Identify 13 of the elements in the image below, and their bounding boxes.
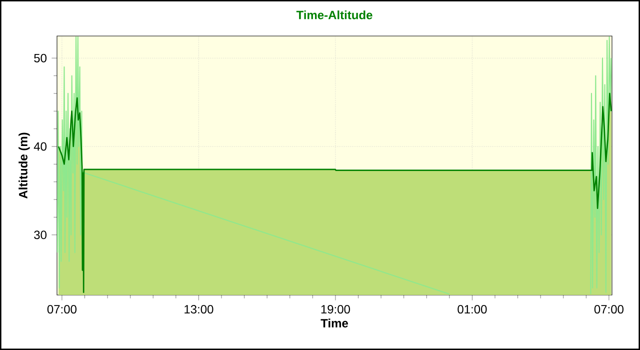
y-tick-label: 50	[34, 54, 46, 62]
x-tick-label: 07:00	[594, 305, 624, 314]
chart-title: Time-Altitude	[296, 10, 372, 20]
y-tick-label: 40	[34, 142, 46, 151]
line-series	[57, 36, 450, 295]
line-series	[590, 36, 612, 295]
y-tick-label: 30	[34, 230, 46, 240]
x-tick-label: 01:00	[458, 305, 487, 314]
x-tick-label: 07:00	[47, 305, 76, 314]
x-axis-title: Time	[320, 318, 348, 328]
y-axis-title: Altitude (m)	[18, 132, 30, 199]
x-tick-label: 19:00	[321, 305, 350, 314]
x-tick-label: 13:00	[184, 305, 214, 314]
